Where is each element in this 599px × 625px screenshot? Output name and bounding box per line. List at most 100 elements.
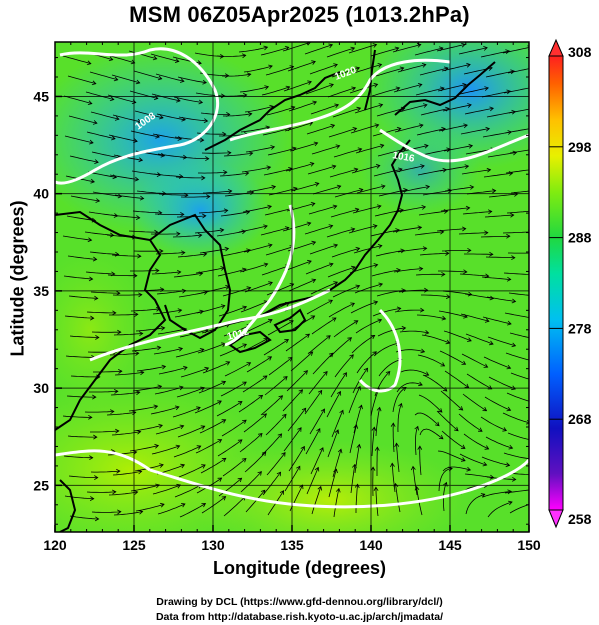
streamline xyxy=(113,333,143,336)
streamline-arrowhead xyxy=(92,256,98,262)
streamline xyxy=(106,234,136,238)
streamline-arrowhead xyxy=(94,516,100,522)
streamline xyxy=(370,47,399,57)
streamline-arrowhead xyxy=(350,227,356,232)
streamline xyxy=(459,273,489,277)
streamline xyxy=(395,165,425,173)
streamline-arrowhead xyxy=(460,457,466,462)
streamline xyxy=(350,301,378,314)
streamline xyxy=(201,323,230,334)
streamline-arrowhead xyxy=(511,385,516,391)
streamline xyxy=(178,116,208,122)
streamline-arrowhead xyxy=(375,163,381,169)
streamline-arrowhead xyxy=(158,423,163,429)
streamline-arrowhead xyxy=(138,292,143,298)
streamline xyxy=(330,372,347,398)
streamline-arrowhead xyxy=(179,424,185,430)
streamline xyxy=(438,270,467,273)
streamline xyxy=(109,313,138,316)
streamline xyxy=(130,270,159,272)
streamline-arrowhead xyxy=(242,419,247,425)
streamline-arrowhead xyxy=(353,320,359,325)
streamline-arrowhead xyxy=(458,406,464,411)
streamline xyxy=(199,248,229,254)
streamline xyxy=(488,376,516,390)
streamline-arrowhead xyxy=(241,53,247,59)
streamline xyxy=(503,272,529,275)
streamline xyxy=(64,495,94,500)
streamline xyxy=(153,348,183,355)
streamline xyxy=(458,413,483,432)
streamline xyxy=(289,142,318,152)
streamline-arrowhead xyxy=(354,483,360,489)
streamline xyxy=(312,185,341,195)
streamline xyxy=(438,468,453,492)
streamline xyxy=(462,211,492,215)
streamline-arrowhead xyxy=(133,490,139,495)
streamline xyxy=(67,255,97,260)
colorbar-tick-label: 288 xyxy=(568,230,592,246)
streamline-arrowhead xyxy=(180,212,185,217)
streamline-arrowhead xyxy=(317,389,323,395)
streamline-arrowhead xyxy=(372,224,378,229)
streamline-arrowhead xyxy=(422,246,428,252)
streamline-arrowhead xyxy=(350,46,356,52)
streamline-arrowhead xyxy=(532,438,536,442)
streamline-arrowhead xyxy=(489,106,494,112)
streamline xyxy=(507,68,529,74)
streamline xyxy=(415,87,445,96)
streamline-arrowhead xyxy=(373,300,379,305)
colorbar-ticks: 308 298 288 278 268 258 xyxy=(549,44,592,527)
streamline xyxy=(371,269,401,277)
streamline xyxy=(262,302,290,316)
streamline xyxy=(242,205,272,213)
streamline xyxy=(397,403,402,433)
streamline xyxy=(283,427,302,452)
streamline xyxy=(263,339,289,356)
streamline xyxy=(503,452,529,460)
streamline-arrowhead xyxy=(461,42,466,48)
streamline xyxy=(152,133,182,140)
streamline xyxy=(355,319,382,334)
streamline xyxy=(507,432,529,440)
streamline-arrowhead xyxy=(370,466,376,471)
streamline xyxy=(263,168,293,176)
streamline-arrowhead xyxy=(96,374,101,380)
streamline xyxy=(460,313,490,322)
streamline-arrowhead xyxy=(505,49,510,54)
streamline-arrowhead xyxy=(530,316,534,320)
streamline xyxy=(463,433,489,450)
streamline-arrowhead xyxy=(374,446,380,451)
streamline-arrowhead xyxy=(419,307,425,313)
streamline-arrowhead xyxy=(281,451,286,457)
streamline xyxy=(110,391,140,396)
streamline-arrowhead xyxy=(248,151,254,157)
streamline xyxy=(485,436,513,449)
streamline-arrowhead xyxy=(244,171,250,176)
streamline-arrowhead xyxy=(531,168,535,172)
streamline xyxy=(217,439,243,457)
streamline xyxy=(509,149,529,154)
streamline xyxy=(510,372,529,380)
streamline-arrowhead xyxy=(378,103,384,108)
streamline xyxy=(70,375,100,378)
credit-data: Data from http://database.rish.kyoto-u.a… xyxy=(155,611,444,623)
streamline-arrowhead xyxy=(201,464,206,469)
streamline-arrowhead xyxy=(95,198,101,203)
streamline-arrowhead xyxy=(331,317,337,322)
streamline-arrowhead xyxy=(418,123,424,129)
streamline xyxy=(304,44,333,55)
streamline xyxy=(111,74,140,84)
streamline-arrowhead xyxy=(506,89,511,95)
streamline xyxy=(308,205,337,215)
streamline-arrowhead xyxy=(267,204,272,210)
streamline-arrowhead xyxy=(418,381,423,387)
streamline-arrowhead xyxy=(533,251,536,255)
streamline xyxy=(239,86,269,93)
x-axis-ticks: 120 125 130 135 140 145 150 xyxy=(43,42,541,553)
streamline xyxy=(243,413,267,433)
streamline-arrowhead xyxy=(93,434,98,440)
streamline xyxy=(419,446,422,476)
streamline xyxy=(373,168,403,177)
streamline-arrowhead xyxy=(116,290,121,296)
